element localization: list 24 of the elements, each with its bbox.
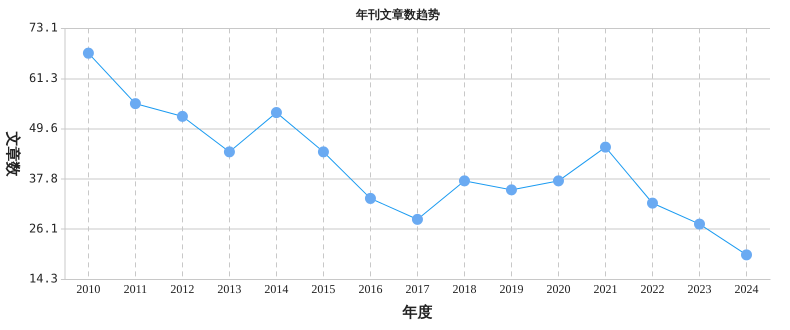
x-tick-label: 2024 xyxy=(734,282,758,296)
x-tick-label: 2022 xyxy=(640,282,664,296)
x-tick-label: 2017 xyxy=(405,282,430,296)
y-axis-title: 文章数 xyxy=(4,130,22,178)
y-tick-label: 49.6 xyxy=(28,120,58,135)
y-tick-label: 37.8 xyxy=(28,171,58,186)
x-tick-label: 2023 xyxy=(687,282,712,296)
x-tick-label: 2013 xyxy=(217,282,242,296)
x-tick-label: 2019 xyxy=(499,282,524,296)
y-tick-label: 26.1 xyxy=(28,221,58,236)
x-tick-label: 2015 xyxy=(311,282,336,296)
y-tick-label: 61.3 xyxy=(28,70,58,85)
x-tick-label: 2012 xyxy=(170,282,194,296)
x-tick-label: 2016 xyxy=(358,282,382,296)
y-tick-label: 14.3 xyxy=(28,272,58,286)
x-axis-title: 年度 xyxy=(401,302,432,321)
x-tick-label: 2011 xyxy=(124,282,148,296)
x-tick-label: 2014 xyxy=(264,282,288,296)
chart-title: 年刊文章数趋势 xyxy=(355,7,440,22)
x-tick-label: 2010 xyxy=(76,282,100,296)
y-tick-label: 73.1 xyxy=(28,20,58,35)
x-tick-label: 2018 xyxy=(452,282,476,296)
x-tick-label: 2021 xyxy=(593,282,618,296)
x-tick-label: 2020 xyxy=(546,282,570,296)
